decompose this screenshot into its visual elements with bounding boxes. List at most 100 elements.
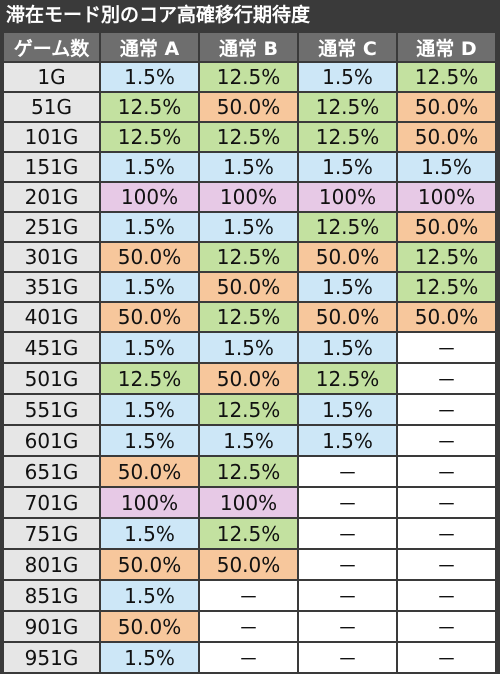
table-row: 201G 100% 100% 100% 100%: [4, 183, 495, 211]
rate-cell: 50.0%: [299, 303, 396, 331]
rate-cell: 1.5%: [299, 153, 396, 181]
rate-cell: 12.5%: [101, 123, 198, 151]
table-title: 滞在モード別のコア高確移行期待度: [6, 4, 311, 26]
rate-cell: 12.5%: [200, 123, 297, 151]
rate-cell: 50.0%: [101, 612, 198, 641]
game-count-cell: 151G: [4, 153, 99, 181]
rate-cell: 1.5%: [299, 395, 396, 424]
table-row: 451G 1.5% 1.5% 1.5% －: [4, 333, 495, 362]
game-count-cell: 1G: [4, 63, 99, 91]
rate-cell: 1.5%: [299, 333, 396, 362]
rate-cell: 50.0%: [398, 123, 495, 151]
game-count-cell: 201G: [4, 183, 99, 211]
game-count-cell: 501G: [4, 364, 99, 393]
table-row: 351G 1.5% 50.0% 1.5% 12.5%: [4, 273, 495, 301]
game-count-cell: 801G: [4, 550, 99, 579]
game-count-cell: 301G: [4, 243, 99, 271]
rate-cell: －: [398, 643, 495, 672]
table-row: 101G 12.5% 12.5% 12.5% 50.0%: [4, 123, 495, 151]
game-count-cell: 551G: [4, 395, 99, 424]
rate-cell: 12.5%: [299, 123, 396, 151]
rate-cell: －: [299, 457, 396, 486]
table-row: 951G 1.5% －－－: [4, 643, 495, 672]
rate-cell: －: [398, 457, 495, 486]
table-row: 401G 50.0% 12.5% 50.0% 50.0%: [4, 303, 495, 331]
rate-cell: 1.5%: [101, 581, 198, 610]
rate-cell: 50.0%: [101, 303, 198, 331]
rate-cell: 1.5%: [101, 153, 198, 181]
rate-cell: 1.5%: [398, 153, 495, 181]
rate-cell: 1.5%: [200, 153, 297, 181]
rate-cell: 50.0%: [398, 213, 495, 241]
rate-cell: －: [299, 488, 396, 517]
rate-cell: 50.0%: [200, 550, 297, 579]
rate-cell: －: [398, 426, 495, 455]
rate-cell: 100%: [101, 183, 198, 211]
rate-cell: 50.0%: [200, 273, 297, 301]
table-row: 1G 1.5% 12.5% 1.5% 12.5%: [4, 63, 495, 91]
table-row: 651G 50.0% 12.5% －－: [4, 457, 495, 486]
rate-cell: 100%: [299, 183, 396, 211]
table-row: 151G 1.5% 1.5% 1.5% 1.5%: [4, 153, 495, 181]
table-row: 851G 1.5% －－－: [4, 581, 495, 610]
rate-cell: －: [398, 612, 495, 641]
rate-cell: －: [398, 488, 495, 517]
game-count-cell: 51G: [4, 93, 99, 121]
table-row: 901G 50.0% －－－: [4, 612, 495, 641]
game-count-cell: 951G: [4, 643, 99, 672]
rate-cell: 1.5%: [299, 273, 396, 301]
rate-cell: 12.5%: [200, 243, 297, 271]
rate-cell: 12.5%: [299, 93, 396, 121]
game-count-cell: 101G: [4, 123, 99, 151]
rate-cell: 1.5%: [101, 213, 198, 241]
game-count-cell: 601G: [4, 426, 99, 455]
rate-cell: 12.5%: [101, 364, 198, 393]
rate-cell: －: [299, 550, 396, 579]
game-count-cell: 851G: [4, 581, 99, 610]
rate-cell: －: [398, 333, 495, 362]
rate-cell: 12.5%: [398, 63, 495, 91]
rate-cell: 1.5%: [200, 333, 297, 362]
header-mode-c: 通常 C: [299, 33, 396, 61]
rate-cell: 50.0%: [398, 93, 495, 121]
rate-cell: 50.0%: [398, 303, 495, 331]
table-row: 551G 1.5% 12.5% 1.5% －: [4, 395, 495, 424]
game-count-cell: 651G: [4, 457, 99, 486]
rate-cell: 1.5%: [101, 519, 198, 548]
header-mode-a: 通常 A: [101, 33, 198, 61]
header-row: ゲーム数 通常 A 通常 B 通常 C 通常 D: [4, 33, 495, 61]
rate-cell: 12.5%: [398, 273, 495, 301]
rate-cell: －: [299, 612, 396, 641]
rate-cell: 1.5%: [101, 643, 198, 672]
rate-cell: －: [299, 519, 396, 548]
rate-cell: 12.5%: [200, 63, 297, 91]
table-row: 801G 50.0% 50.0% －－: [4, 550, 495, 579]
header-mode-b: 通常 B: [200, 33, 297, 61]
rate-cell: －: [299, 581, 396, 610]
rate-cell: －: [200, 643, 297, 672]
rate-cell: 50.0%: [101, 550, 198, 579]
transition-rate-table: ゲーム数 通常 A 通常 B 通常 C 通常 D 1G 1.5% 12.5% 1.5%…: [2, 31, 497, 674]
table-row: 601G 1.5% 1.5% 1.5% －: [4, 426, 495, 455]
rate-cell: 100%: [200, 488, 297, 517]
table-row: 701G 100% 100% －－: [4, 488, 495, 517]
game-count-cell: 451G: [4, 333, 99, 362]
rate-cell: 1.5%: [101, 333, 198, 362]
rate-cell: 50.0%: [200, 93, 297, 121]
rate-cell: 12.5%: [101, 93, 198, 121]
rate-cell: 100%: [398, 183, 495, 211]
rate-cell: 50.0%: [200, 364, 297, 393]
rate-cell: －: [398, 550, 495, 579]
rate-cell: 12.5%: [200, 519, 297, 548]
game-count-cell: 751G: [4, 519, 99, 548]
header-game-count: ゲーム数: [4, 33, 99, 61]
rate-cell: 12.5%: [200, 395, 297, 424]
rate-cell: －: [200, 581, 297, 610]
rate-cell: 1.5%: [101, 63, 198, 91]
rate-cell: －: [299, 643, 396, 672]
rate-cell: 1.5%: [299, 426, 396, 455]
rate-cell: 1.5%: [101, 395, 198, 424]
rate-cell: －: [200, 612, 297, 641]
rate-cell: 12.5%: [398, 243, 495, 271]
